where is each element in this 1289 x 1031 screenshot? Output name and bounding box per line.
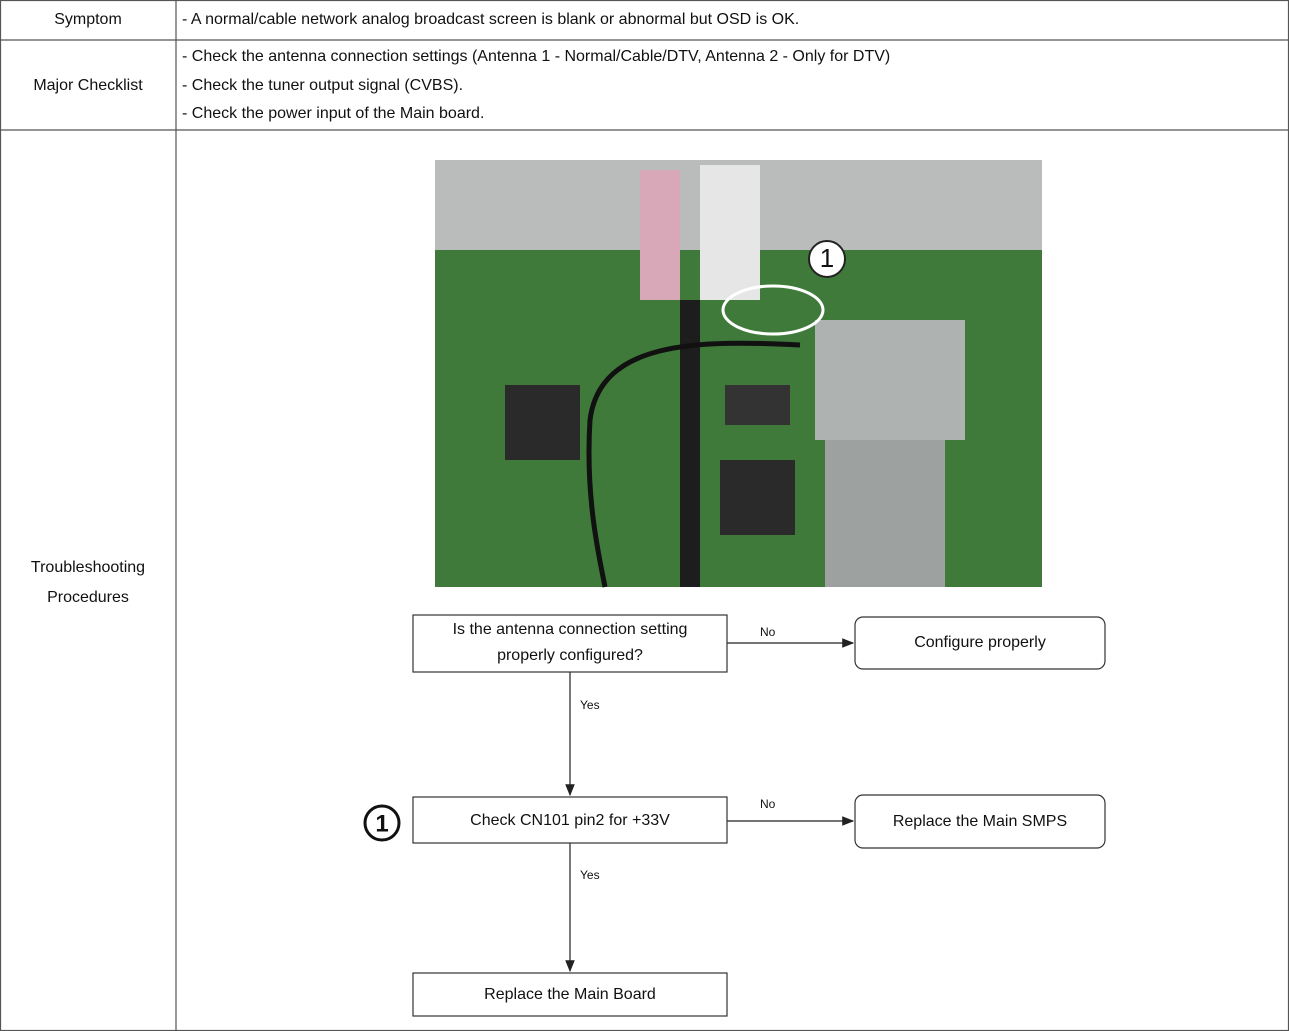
node-text: properly configured? <box>497 647 643 664</box>
board-photo: 1 <box>435 160 1042 588</box>
edge-label: No <box>760 625 776 639</box>
flow-node <box>854 616 1106 670</box>
row-label: Symptom <box>54 11 122 28</box>
node-text: Replace the Main SMPS <box>893 813 1067 830</box>
flow-node <box>412 614 728 673</box>
row-content: - A normal/cable network analog broadcas… <box>182 11 799 28</box>
step-marker-text: 1 <box>375 810 388 837</box>
row-content: - Check the tuner output signal (CVBS). <box>182 77 463 94</box>
node-text: Replace the Main Board <box>484 986 656 1003</box>
edge-label: Yes <box>580 698 600 712</box>
step-marker <box>363 804 401 842</box>
edge-label: No <box>760 797 776 811</box>
node-text: Check CN101 pin2 for +33V <box>470 812 670 829</box>
photo-callout: 1 <box>820 243 834 273</box>
flow-lines <box>565 638 855 973</box>
flow-node <box>854 794 1106 849</box>
flow-node <box>412 972 728 1017</box>
row-label: Procedures <box>47 589 129 606</box>
row-content: - Check the power input of the Main boar… <box>182 105 484 122</box>
row-label: Major Checklist <box>33 77 143 94</box>
edge-label: Yes <box>580 868 600 882</box>
flow-node <box>412 796 728 844</box>
node-text: Configure properly <box>914 634 1046 651</box>
row-label: Troubleshooting <box>31 559 145 576</box>
node-text: Is the antenna connection setting <box>453 621 688 638</box>
row-content: - Check the antenna connection settings … <box>182 48 890 65</box>
